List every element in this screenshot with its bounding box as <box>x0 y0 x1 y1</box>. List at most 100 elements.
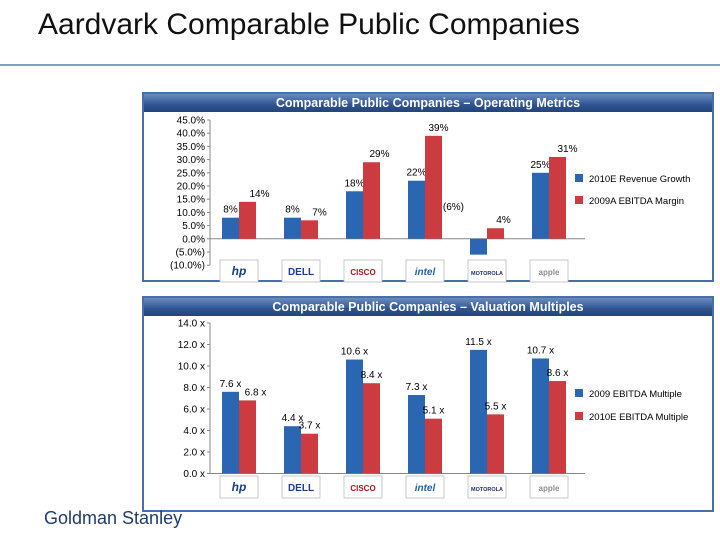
op-data-label: (6%) <box>443 202 464 213</box>
val-logo-frame <box>281 475 321 499</box>
val-logo-intel: intel <box>415 483 436 494</box>
val-y-tick-label: 4.0 x <box>183 426 205 437</box>
val-data-label: 4.4 x <box>282 413 304 424</box>
val-logo-frame <box>467 475 507 499</box>
val-bar-hp-series2 <box>239 400 256 474</box>
op-bar-motorola-series1 <box>470 238 487 255</box>
val-legend-label-2: 2010E EBITDA Multiple <box>589 412 688 423</box>
op-data-label: 7% <box>312 207 327 218</box>
val-bar-apple-series2 <box>549 381 566 474</box>
val-legend-swatch-2 <box>575 412 583 420</box>
val-logo-dell: DELL <box>288 483 314 494</box>
op-bar-hp-series1 <box>222 217 239 239</box>
op-logo-dell: DELL <box>288 267 314 278</box>
val-y-tick-label: 8.0 x <box>183 383 205 394</box>
op-logo-frame <box>529 259 569 283</box>
val-data-label: 8.6 x <box>547 368 569 379</box>
val-legend-swatch-1 <box>575 389 583 397</box>
op-logo-motorola: MOTOROLA <box>471 271 503 277</box>
val-bar-intel-series1 <box>408 395 425 474</box>
val-bar-cisco-series2 <box>363 383 380 474</box>
val-y-tick-label: 14.0 x <box>178 319 205 330</box>
op-y-tick-label: 0.0% <box>182 234 205 245</box>
operating-metrics-panel: Comparable Public Companies – Operating … <box>142 92 714 282</box>
val-logo-apple: apple <box>539 484 560 493</box>
op-data-label: 4% <box>496 215 511 226</box>
op-bar-apple-series2 <box>549 156 566 239</box>
op-y-tick-label: 20.0% <box>177 182 205 193</box>
op-legend-swatch-2 <box>575 196 583 204</box>
op-y-tick-label: (10.0%) <box>170 261 205 272</box>
val-bar-dell-series2 <box>301 433 318 474</box>
op-bar-intel-series2 <box>425 135 442 239</box>
val-data-label: 8.4 x <box>361 370 383 381</box>
op-logo-frame <box>343 259 383 283</box>
val-logo-frame <box>405 475 445 499</box>
val-data-label: 7.6 x <box>220 379 242 390</box>
val-data-label: 5.5 x <box>485 401 507 412</box>
op-y-tick-label: 35.0% <box>177 142 205 153</box>
op-logo-apple: apple <box>539 268 560 277</box>
op-logo-intel: intel <box>415 267 436 278</box>
op-logo-frame <box>467 259 507 283</box>
op-y-tick-label: 10.0% <box>177 208 205 219</box>
val-y-tick-label: 12.0 x <box>178 340 205 351</box>
op-bar-cisco-series2 <box>363 162 380 239</box>
val-logo-motorola: MOTOROLA <box>471 487 503 493</box>
operating-metrics-title: Comparable Public Companies – Operating … <box>144 94 712 112</box>
val-y-tick-label: 10.0 x <box>178 362 205 373</box>
op-legend-swatch-1 <box>575 174 583 182</box>
title-divider <box>0 64 720 66</box>
val-bar-hp-series1 <box>222 391 239 474</box>
val-logo-frame <box>343 475 383 499</box>
val-logo-cisco: CISCO <box>350 484 375 493</box>
val-y-tick-label: 0.0 x <box>183 469 205 480</box>
val-data-label: 10.6 x <box>341 347 368 358</box>
val-bar-apple-series1 <box>532 358 549 474</box>
op-bar-intel-series1 <box>408 180 425 239</box>
val-legend-label-1: 2009 EBITDA Multiple <box>589 389 682 400</box>
op-logo-frame <box>219 259 259 283</box>
val-logo-hp: hp <box>232 480 247 494</box>
op-logo-hp: hp <box>232 264 247 278</box>
val-bar-motorola-series2 <box>487 414 504 474</box>
op-y-tick-label: 5.0% <box>182 221 205 232</box>
val-logo-frame <box>529 475 569 499</box>
val-data-label: 10.7 x <box>527 345 554 356</box>
op-legend-label-1: 2010E Revenue Growth <box>589 174 690 185</box>
op-bar-cisco-series1 <box>346 191 363 239</box>
op-data-label: 8% <box>223 205 238 216</box>
op-logo-frame <box>405 259 445 283</box>
op-y-tick-label: (5.0%) <box>176 248 205 259</box>
op-data-label: 14% <box>249 189 269 200</box>
val-bar-intel-series2 <box>425 418 442 474</box>
op-bar-hp-series2 <box>239 201 256 239</box>
op-data-label: 29% <box>369 149 389 160</box>
val-bar-dell-series1 <box>284 426 301 474</box>
val-data-label: 7.3 x <box>406 382 428 393</box>
valuation-multiples-title: Comparable Public Companies – Valuation … <box>144 298 712 316</box>
op-data-label: 25% <box>530 160 550 171</box>
val-data-label: 5.1 x <box>423 406 445 417</box>
val-logo-frame <box>219 475 259 499</box>
op-bar-dell-series1 <box>284 217 301 239</box>
val-y-tick-label: 6.0 x <box>183 405 205 416</box>
op-data-label: 22% <box>406 168 426 179</box>
op-logo-frame <box>281 259 321 283</box>
op-y-tick-label: 40.0% <box>177 129 205 140</box>
op-legend-label-2: 2009A EBITDA Margin <box>589 196 684 207</box>
op-logo-cisco: CISCO <box>350 268 375 277</box>
op-data-label: 31% <box>557 144 577 155</box>
val-bar-cisco-series1 <box>346 359 363 474</box>
op-bar-dell-series2 <box>301 220 318 239</box>
op-bar-apple-series1 <box>532 172 549 239</box>
op-data-label: 18% <box>344 178 364 189</box>
val-bar-motorola-series1 <box>470 349 487 474</box>
slide-title: Aardvark Comparable Public Companies <box>38 8 580 41</box>
val-data-label: 3.7 x <box>299 421 321 432</box>
op-y-tick-label: 15.0% <box>177 195 205 206</box>
op-y-tick-label: 30.0% <box>177 155 205 166</box>
op-y-tick-label: 25.0% <box>177 168 205 179</box>
val-data-label: 6.8 x <box>245 387 267 398</box>
